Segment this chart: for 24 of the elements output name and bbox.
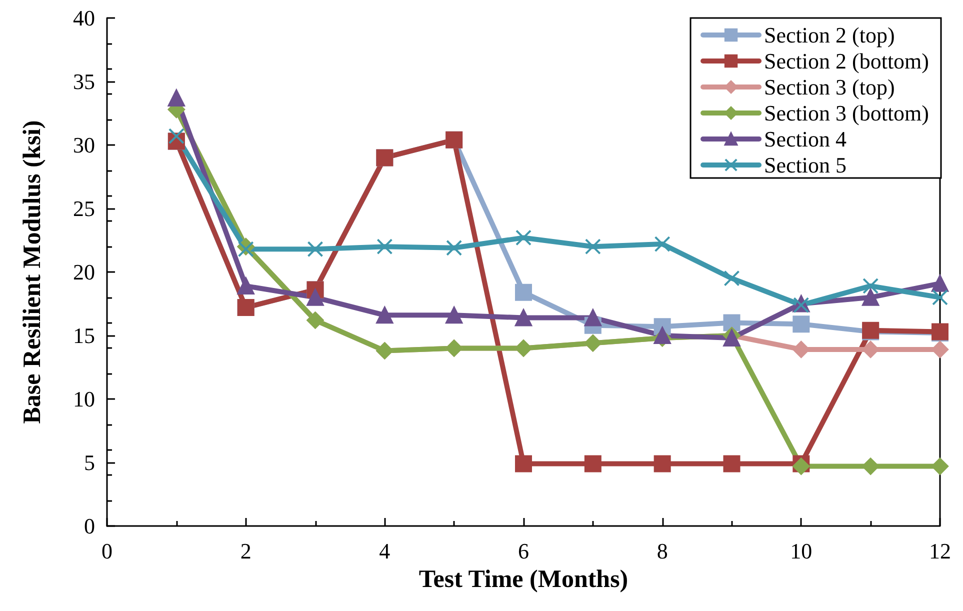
x-tick-label: 8 [656,538,668,564]
legend-label: Section 2 (bottom) [764,48,930,74]
x-tick-label: 6 [518,538,529,564]
x-axis-title: Test Time (Months) [418,566,628,593]
y-tick-label: 10 [73,386,95,412]
x-tick-label: 2 [240,538,252,564]
legend-label: Section 2 (top) [764,22,895,48]
y-axis-title: Base Resilient Modulus (ksi) [19,120,46,424]
y-tick-label: 25 [73,196,95,221]
y-tick-label: 35 [73,69,95,94]
x-tick-label: 10 [790,538,812,564]
x-tick-label: 12 [929,538,951,564]
legend-label: Section 4 [764,126,847,152]
y-tick-label: 0 [84,514,95,538]
y-tick-label: 15 [73,323,95,348]
y-tick-label: 20 [73,260,95,284]
legend-label: Section 3 (bottom) [764,100,930,126]
legend-label: Section 5 [764,152,847,178]
x-tick-label: 0 [102,538,112,564]
legend-label: Section 3 (top) [764,74,895,100]
x-tick-label: 4 [379,538,390,564]
y-tick-label: 5 [84,450,95,475]
y-tick-label: 30 [73,132,95,158]
y-tick-label: 40 [73,6,95,30]
